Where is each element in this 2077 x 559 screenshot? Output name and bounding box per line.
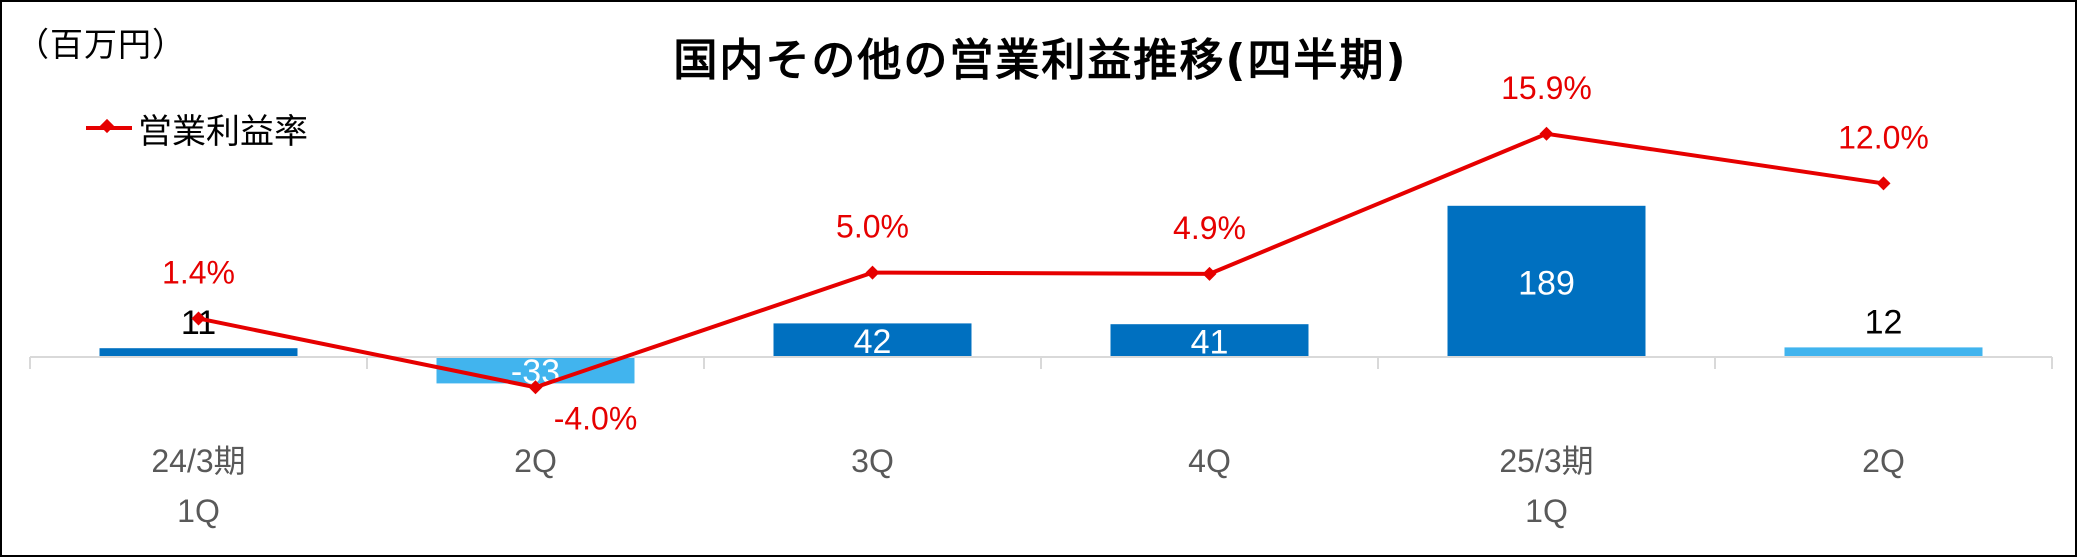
margin-label-2: -4.0% [554, 400, 638, 436]
bar-2 [436, 357, 635, 384]
margin-point-1 [191, 311, 206, 326]
category-label-5-line-1: 25/3期 [1499, 443, 1593, 479]
margin-point-6 [1876, 176, 1891, 191]
bar-6 [1784, 347, 1983, 357]
bar-label-4: 41 [1191, 324, 1229, 362]
category-label-4-line-1: 4Q [1188, 443, 1231, 479]
category-label-2-line-1: 2Q [514, 443, 557, 479]
chart-title: 国内その他の営業利益推移(四半期) [673, 35, 1408, 86]
category-labels-layer: 24/3期 1Q 2Q 3Q 4Q 25/3期 1Q 2Q [151, 443, 1904, 529]
margin-point-5 [1539, 126, 1554, 141]
legend-label: 営業利益率 [138, 111, 308, 152]
bar-3 [773, 323, 972, 357]
bar-label-3: 42 [854, 323, 892, 361]
margin-point-2 [528, 380, 543, 395]
bar-5 [1447, 205, 1646, 357]
category-label-3-line-1: 3Q [851, 443, 894, 479]
margin-line [198, 131, 1884, 390]
category-label-5-line-2: 1Q [1525, 493, 1568, 529]
category-label-1-line-1: 24/3期 [151, 443, 245, 479]
legend: 営業利益率 [86, 106, 308, 152]
legend-diamond-marker [99, 118, 115, 134]
category-ticks [29, 357, 2053, 369]
bar-label-6: 12 [1865, 303, 1903, 341]
margin-point-3 [865, 265, 880, 280]
line-layer [191, 126, 1891, 395]
bar-1 [99, 348, 298, 357]
unit-label: （百万円） [16, 25, 186, 64]
legend-line-swatch [86, 118, 132, 134]
category-label-6-line-1: 2Q [1862, 443, 1905, 479]
bars-layer [99, 205, 1983, 384]
margin-label-1: 1.4% [162, 254, 235, 290]
bar-4 [1110, 324, 1309, 357]
category-label-1-line-2: 1Q [177, 493, 220, 529]
bar-label-5: 189 [1518, 264, 1575, 302]
margin-point-4 [1202, 266, 1217, 281]
margin-label-5: 15.9% [1501, 70, 1592, 106]
margin-label-3: 5.0% [836, 209, 909, 245]
margin-label-4: 4.9% [1173, 210, 1246, 246]
line-labels-layer: 1.4% -4.0% 5.0% 4.9% 15.9% 12.0% [162, 70, 1929, 437]
margin-label-6: 12.0% [1838, 119, 1929, 155]
